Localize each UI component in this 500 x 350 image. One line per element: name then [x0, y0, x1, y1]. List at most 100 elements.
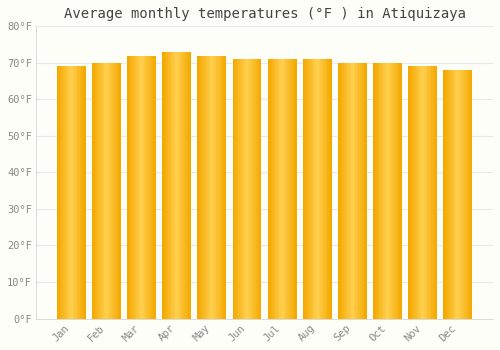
Bar — [430, 66, 432, 318]
Bar — [338, 63, 340, 318]
Bar — [433, 66, 434, 318]
Bar — [455, 70, 456, 318]
Bar — [111, 63, 112, 318]
Bar — [360, 63, 361, 318]
Bar — [346, 63, 348, 318]
Bar — [324, 59, 326, 318]
Bar — [330, 59, 332, 318]
Bar — [116, 63, 118, 318]
Bar — [411, 66, 412, 318]
Bar — [178, 52, 180, 318]
Bar — [454, 70, 455, 318]
Bar — [253, 59, 254, 318]
Bar — [452, 70, 454, 318]
Bar — [241, 59, 242, 318]
Bar — [356, 63, 357, 318]
Bar — [364, 63, 366, 318]
Bar — [232, 59, 234, 318]
Bar — [188, 52, 190, 318]
Bar — [164, 52, 165, 318]
Bar — [465, 70, 466, 318]
Bar — [98, 63, 99, 318]
Bar — [238, 59, 240, 318]
Bar — [418, 66, 420, 318]
Bar — [284, 59, 285, 318]
Bar — [378, 63, 379, 318]
Bar — [323, 59, 324, 318]
Bar — [198, 56, 199, 318]
Bar — [133, 56, 134, 318]
Bar — [291, 59, 292, 318]
Bar — [62, 66, 64, 318]
Bar — [190, 52, 191, 318]
Bar — [270, 59, 272, 318]
Bar — [408, 66, 410, 318]
Bar — [256, 59, 257, 318]
Bar — [295, 59, 296, 318]
Bar — [83, 66, 84, 318]
Bar — [322, 59, 323, 318]
Bar — [445, 70, 446, 318]
Bar — [148, 56, 149, 318]
Bar — [390, 63, 392, 318]
Bar — [260, 59, 262, 318]
Bar — [312, 59, 313, 318]
Bar — [357, 63, 358, 318]
Bar — [64, 66, 66, 318]
Bar — [106, 63, 108, 318]
Bar — [471, 70, 472, 318]
Bar — [128, 56, 130, 318]
Bar — [307, 59, 308, 318]
Bar — [94, 63, 95, 318]
Bar — [80, 66, 82, 318]
Bar — [92, 63, 94, 318]
Bar — [303, 59, 304, 318]
Bar — [366, 63, 367, 318]
Bar — [396, 63, 398, 318]
Bar — [202, 56, 203, 318]
Bar — [436, 66, 437, 318]
Bar — [388, 63, 389, 318]
Bar — [258, 59, 260, 318]
Bar — [199, 56, 200, 318]
Bar — [326, 59, 328, 318]
Bar — [304, 59, 306, 318]
Bar — [310, 59, 312, 318]
Bar — [410, 66, 411, 318]
Bar — [320, 59, 322, 318]
Bar — [58, 66, 60, 318]
Bar — [420, 66, 422, 318]
Bar — [379, 63, 380, 318]
Bar — [149, 56, 150, 318]
Bar — [351, 63, 352, 318]
Bar — [466, 70, 468, 318]
Bar — [288, 59, 290, 318]
Bar — [340, 63, 341, 318]
Bar — [176, 52, 178, 318]
Bar — [461, 70, 462, 318]
Bar — [61, 66, 62, 318]
Bar — [150, 56, 152, 318]
Bar — [448, 70, 449, 318]
Bar — [214, 56, 216, 318]
Bar — [376, 63, 378, 318]
Bar — [392, 63, 394, 318]
Bar — [450, 70, 452, 318]
Bar — [206, 56, 208, 318]
Bar — [344, 63, 345, 318]
Bar — [100, 63, 102, 318]
Bar — [180, 52, 181, 318]
Bar — [292, 59, 294, 318]
Bar — [373, 63, 374, 318]
Bar — [152, 56, 153, 318]
Bar — [218, 56, 219, 318]
Bar — [398, 63, 399, 318]
Bar — [361, 63, 362, 318]
Bar — [200, 56, 202, 318]
Bar — [386, 63, 388, 318]
Bar — [68, 66, 70, 318]
Bar — [154, 56, 156, 318]
Bar — [470, 70, 471, 318]
Bar — [248, 59, 250, 318]
Bar — [280, 59, 282, 318]
